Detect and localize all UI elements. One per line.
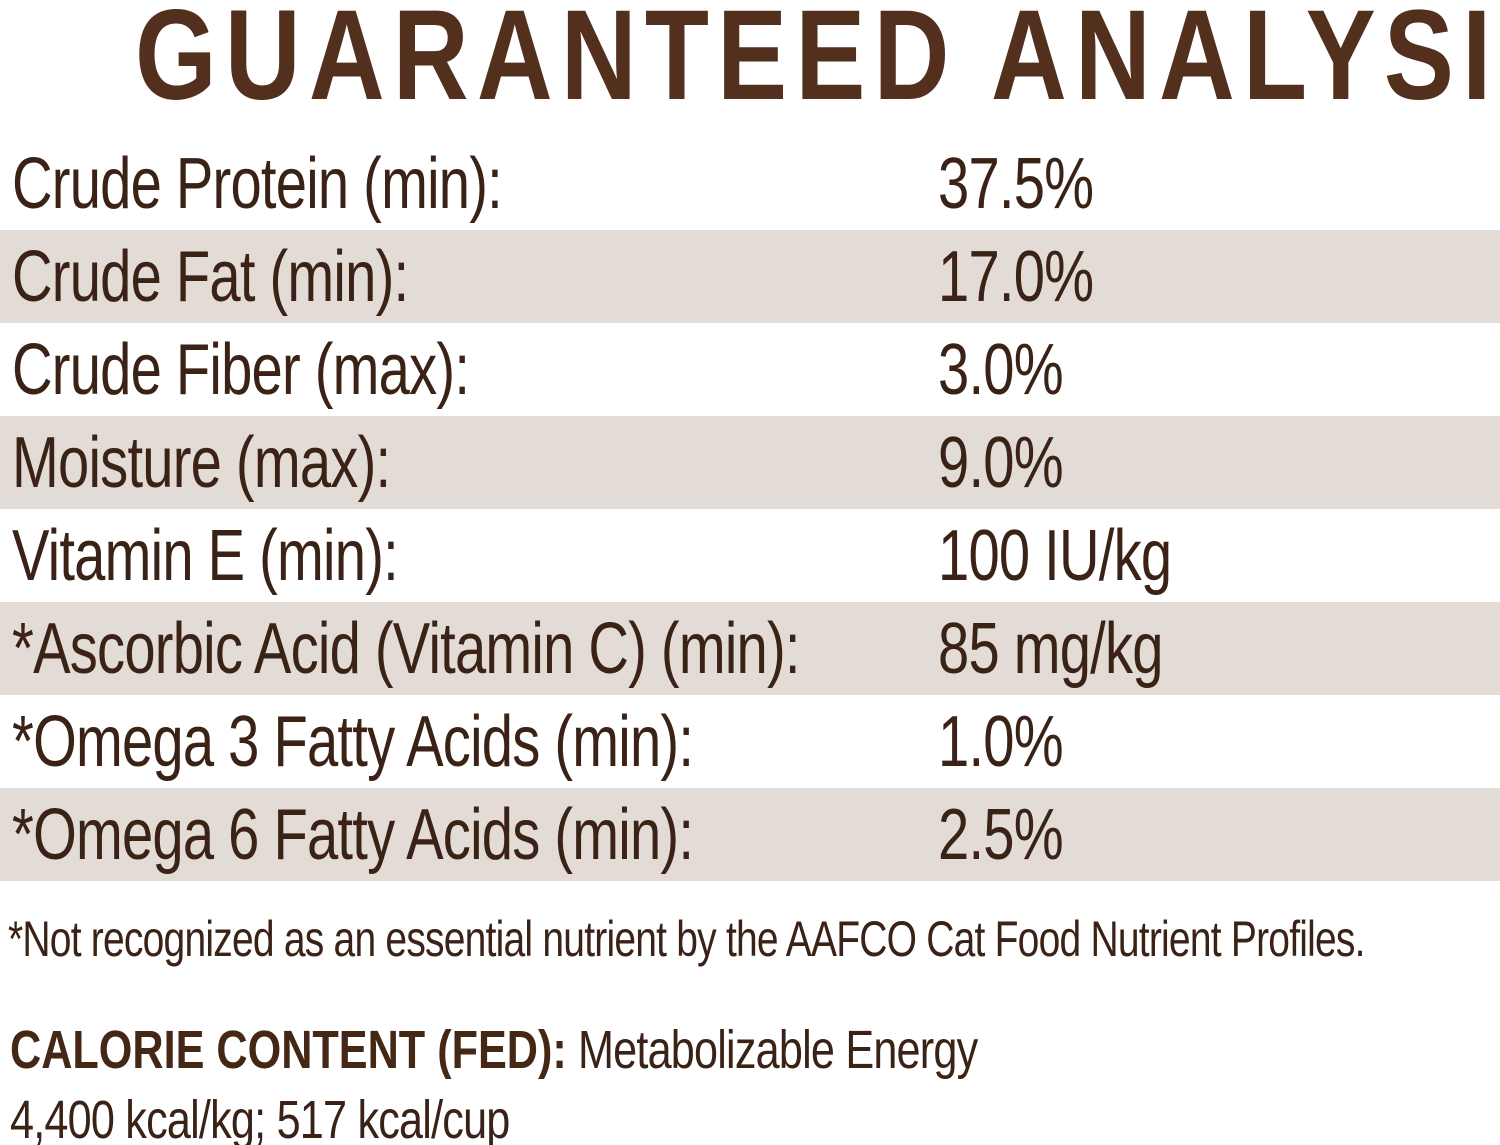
calorie-content-line: CALORIE CONTENT (FED): Metabolizable Ene… (10, 1018, 978, 1082)
table-row: Vitamin E (min): 100 IU/kg (0, 509, 1500, 602)
calorie-values: 4,400 kcal/kg; 517 kcal/cup (10, 1090, 510, 1145)
table-row: Crude Fat (min): 17.0% (0, 230, 1500, 323)
nutrient-label: *Ascorbic Acid (Vitamin C) (min): (12, 608, 801, 689)
nutrient-label: Crude Fat (min): (12, 236, 409, 317)
nutrient-table: Crude Protein (min): 37.5% Crude Fat (mi… (0, 137, 1500, 881)
aafco-footnote: *Not recognized as an essential nutrient… (8, 911, 1365, 967)
nutrient-value: 85 mg/kg (938, 608, 1164, 689)
table-row: Crude Protein (min): 37.5% (0, 137, 1500, 230)
nutrient-label: Vitamin E (min): (12, 515, 399, 596)
nutrient-value: 17.0% (938, 236, 1094, 317)
table-row: *Ascorbic Acid (Vitamin C) (min): 85 mg/… (0, 602, 1500, 695)
calorie-content-subheading: Metabolizable Energy (566, 1020, 978, 1080)
nutrient-value: 9.0% (938, 422, 1064, 503)
table-row: *Omega 6 Fatty Acids (min): 2.5% (0, 788, 1500, 881)
nutrient-label: Moisture (max): (12, 422, 391, 503)
nutrient-label: Crude Protein (min): (12, 143, 503, 224)
nutrient-value: 3.0% (938, 329, 1064, 410)
nutrient-value: 37.5% (938, 143, 1094, 224)
nutrient-label: Crude Fiber (max): (12, 329, 470, 410)
nutrient-label: *Omega 6 Fatty Acids (min): (12, 794, 694, 875)
table-row: *Omega 3 Fatty Acids (min): 1.0% (0, 695, 1500, 788)
nutrient-value: 100 IU/kg (938, 515, 1172, 596)
table-row: Moisture (max): 9.0% (0, 416, 1500, 509)
nutrient-label: *Omega 3 Fatty Acids (min): (12, 701, 694, 782)
page-title: GUARANTEED ANALYSIS (135, 0, 1500, 127)
nutrient-value: 1.0% (938, 701, 1064, 782)
calorie-content-heading: CALORIE CONTENT (FED): (10, 1020, 567, 1080)
table-row: Crude Fiber (max): 3.0% (0, 323, 1500, 416)
nutrient-value: 2.5% (938, 794, 1064, 875)
